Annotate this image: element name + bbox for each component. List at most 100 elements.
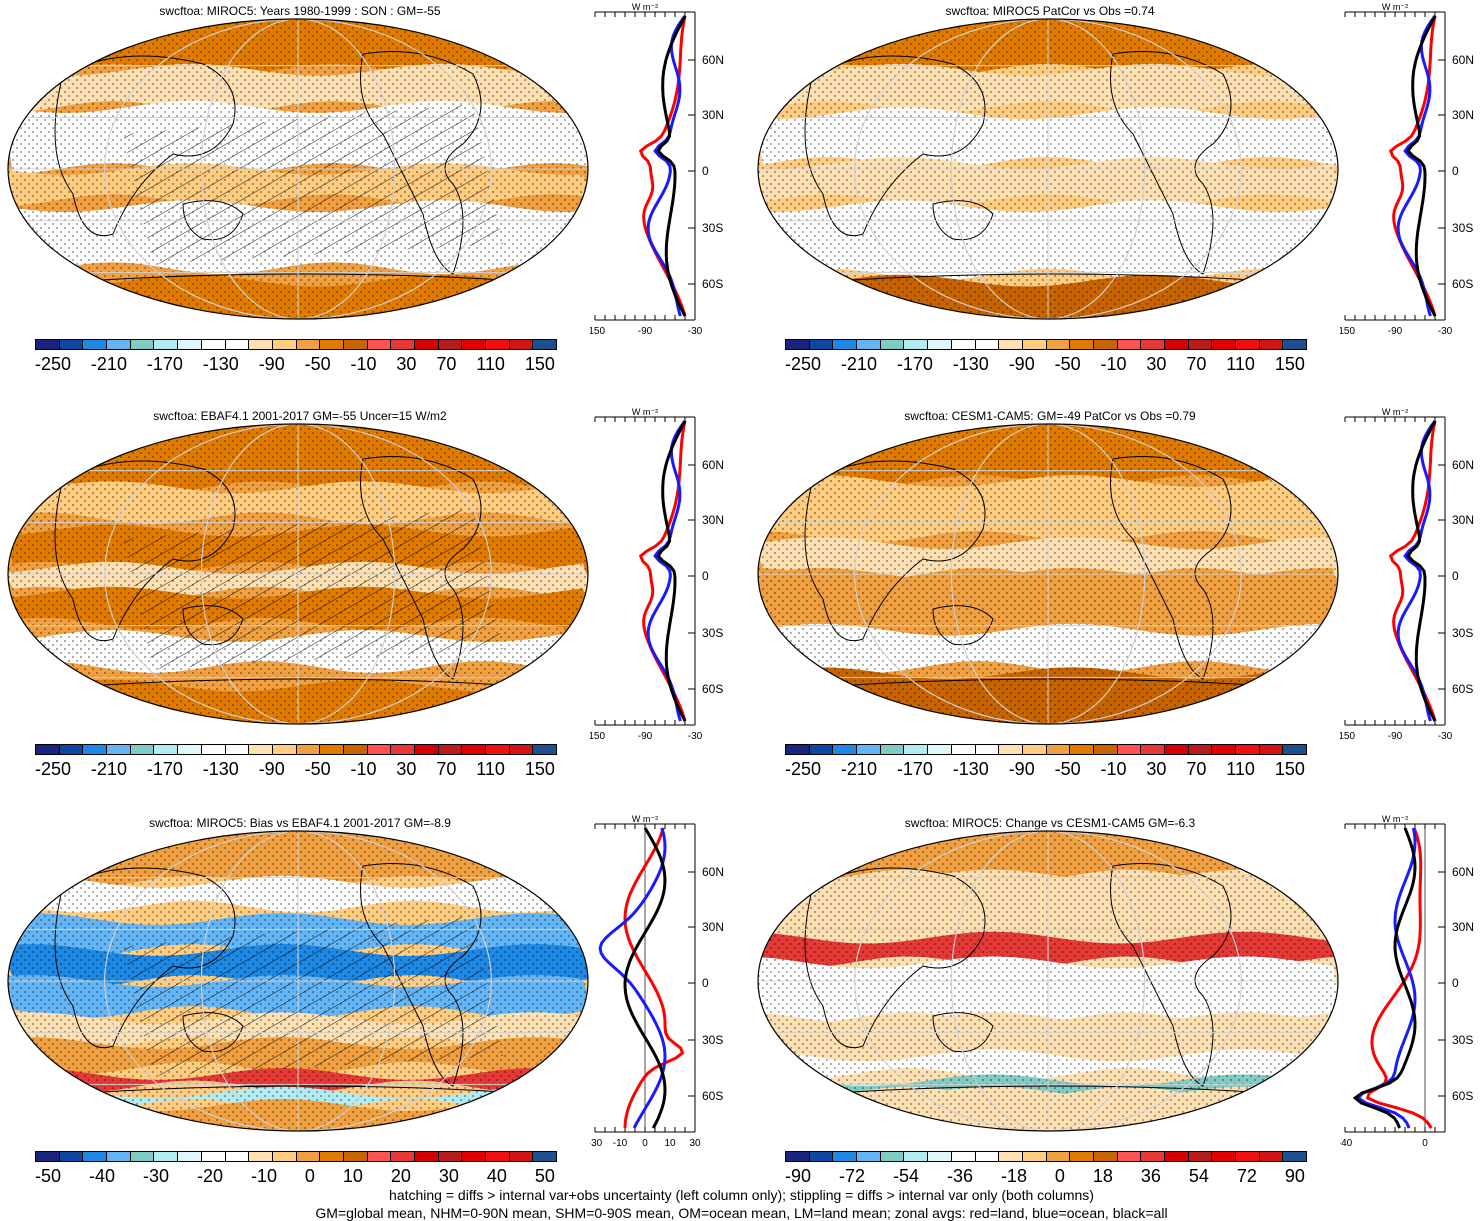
colorbar-swatch (272, 745, 297, 754)
colorbar-swatch (1188, 1152, 1213, 1161)
colorbar-swatch (1117, 340, 1142, 349)
colorbar-swatch (59, 745, 84, 754)
zonal-x-tick-label: -30 (590, 1138, 603, 1149)
colorbar-swatch (880, 1152, 905, 1161)
map-plot (7, 423, 589, 725)
colorbar-tick-label: 90 (1284, 1166, 1305, 1186)
latitude-label: 60S (1452, 277, 1473, 291)
colorbar-tick-label: 70 (436, 759, 457, 779)
colorbar-swatch (1236, 745, 1260, 754)
latitude-label: 30N (702, 513, 724, 527)
colorbar-swatch (1117, 745, 1142, 754)
colorbar-swatch (130, 1152, 155, 1161)
colorbar (785, 1151, 1307, 1162)
colorbar-swatch (809, 745, 834, 754)
zonal-mean-plot: W m⁻² 60N 30N 0 30S 60S -150 -90 -30 (1340, 2, 1474, 337)
colorbar-swatch (1259, 745, 1284, 754)
latitude-label: 30S (1452, 1033, 1473, 1047)
colorbar-swatch (509, 745, 534, 754)
colorbar-tick-label: 18 (1092, 1166, 1113, 1186)
colorbar-tick-label: -130 (202, 759, 239, 779)
zonal-curve (623, 827, 685, 1129)
colorbar-swatch (225, 340, 250, 349)
zonal-x-tick-label: -10 (613, 1138, 628, 1149)
colorbar-tick-label: -90 (785, 1166, 812, 1186)
zonal-x-tick-label: -150 (1340, 326, 1355, 337)
latitude-label: 60N (1452, 458, 1474, 472)
colorbar-swatch (36, 340, 60, 349)
colorbar-swatch (951, 340, 976, 349)
colorbar-tick-label: -10 (350, 759, 377, 779)
colorbar-tick-label: -250 (785, 759, 822, 779)
colorbar-swatch (201, 340, 226, 349)
colorbar-tick-label: 150 (1274, 354, 1305, 374)
colorbar-swatch (367, 745, 392, 754)
colorbar-swatch (951, 1152, 976, 1161)
zonal-curve (1406, 420, 1437, 722)
colorbar-tick-label: -36 (946, 1166, 973, 1186)
colorbar-tick-label: -10 (1100, 354, 1127, 374)
colorbar-swatch (509, 1152, 534, 1161)
colorbar-swatch (1283, 340, 1307, 349)
colorbar-tick-label: -130 (202, 354, 239, 374)
zonal-curve (1388, 15, 1437, 317)
latitude-label: 60N (702, 865, 724, 879)
colorbar-swatch (809, 1152, 834, 1161)
zonal-units-label: W m⁻² (1382, 814, 1408, 824)
latitude-label: 30S (702, 1033, 723, 1047)
colorbar-swatch (59, 1152, 84, 1161)
colorbar-tick-label: 110 (1226, 354, 1255, 374)
zonal-curve (1396, 15, 1437, 317)
panel-title: swcftoa: MIROC5: Bias vs EBAF4.1 2001-20… (149, 816, 451, 830)
colorbar-swatch (178, 745, 202, 754)
zonal-x-tick-label: -30 (1438, 326, 1453, 337)
zonal-curve (638, 15, 687, 317)
colorbar-swatch (486, 745, 510, 754)
map-plot (757, 423, 1339, 725)
colorbar-swatch (296, 1152, 321, 1161)
zonal-curve (646, 420, 687, 722)
colorbar-swatch (178, 340, 202, 349)
colorbar-swatch (272, 1152, 297, 1161)
colorbar-tick-label: -210 (90, 759, 127, 779)
colorbar-swatch (225, 745, 250, 754)
zonal-x-tick-label: -150 (590, 326, 605, 337)
colorbar-swatch (36, 745, 60, 754)
colorbar-tick-label: 0 (304, 1166, 315, 1186)
colorbar-swatch (1165, 340, 1189, 349)
colorbar-tick-label: -72 (838, 1166, 865, 1186)
colorbar-swatch (975, 1152, 1000, 1161)
colorbar-swatch (320, 1152, 344, 1161)
colorbar-tick-label: -210 (840, 759, 877, 779)
colorbar-tick-label: -250 (35, 354, 72, 374)
footnote-line-2: GM=global mean, NHM=0-90N mean, SHM=0-90… (315, 1205, 1168, 1221)
latitude-label: 30S (1452, 221, 1473, 235)
zonal-x-tick-label: 0 (1422, 1138, 1428, 1149)
colorbar-swatch (833, 745, 858, 754)
colorbar-tick-label: 20 (390, 1166, 411, 1186)
colorbar-swatch (1165, 745, 1189, 754)
colorbar-swatch (1046, 1152, 1071, 1161)
colorbar-swatch (951, 745, 976, 754)
colorbar-swatch (130, 340, 155, 349)
colorbar-swatch (1070, 1152, 1094, 1161)
latitude-label: 60N (702, 458, 724, 472)
latitude-label: 30N (1452, 513, 1474, 527)
colorbar-swatch (415, 340, 439, 349)
colorbar-swatch (272, 340, 297, 349)
zonal-mean-plot: W m⁻² 60N 30N 0 30S 60S -40 0 (1340, 814, 1474, 1149)
colorbar-swatch (833, 340, 858, 349)
colorbar-tick-label: -90 (1008, 354, 1035, 374)
colorbar-swatch (1093, 1152, 1118, 1161)
colorbar-tick-label: 50 (534, 1166, 555, 1186)
colorbar-tick-label: -10 (250, 1166, 277, 1186)
latitude-label: 0 (1452, 976, 1459, 990)
colorbar-swatch (415, 1152, 439, 1161)
colorbar-tick-label: 30 (438, 1166, 459, 1186)
colorbar-swatch (1022, 1152, 1047, 1161)
zonal-curve (656, 15, 687, 317)
colorbar-swatch (107, 745, 131, 754)
zonal-units-label: W m⁻² (1382, 407, 1408, 417)
colorbar-tick-label: -50 (304, 759, 331, 779)
colorbar-swatch (999, 745, 1023, 754)
